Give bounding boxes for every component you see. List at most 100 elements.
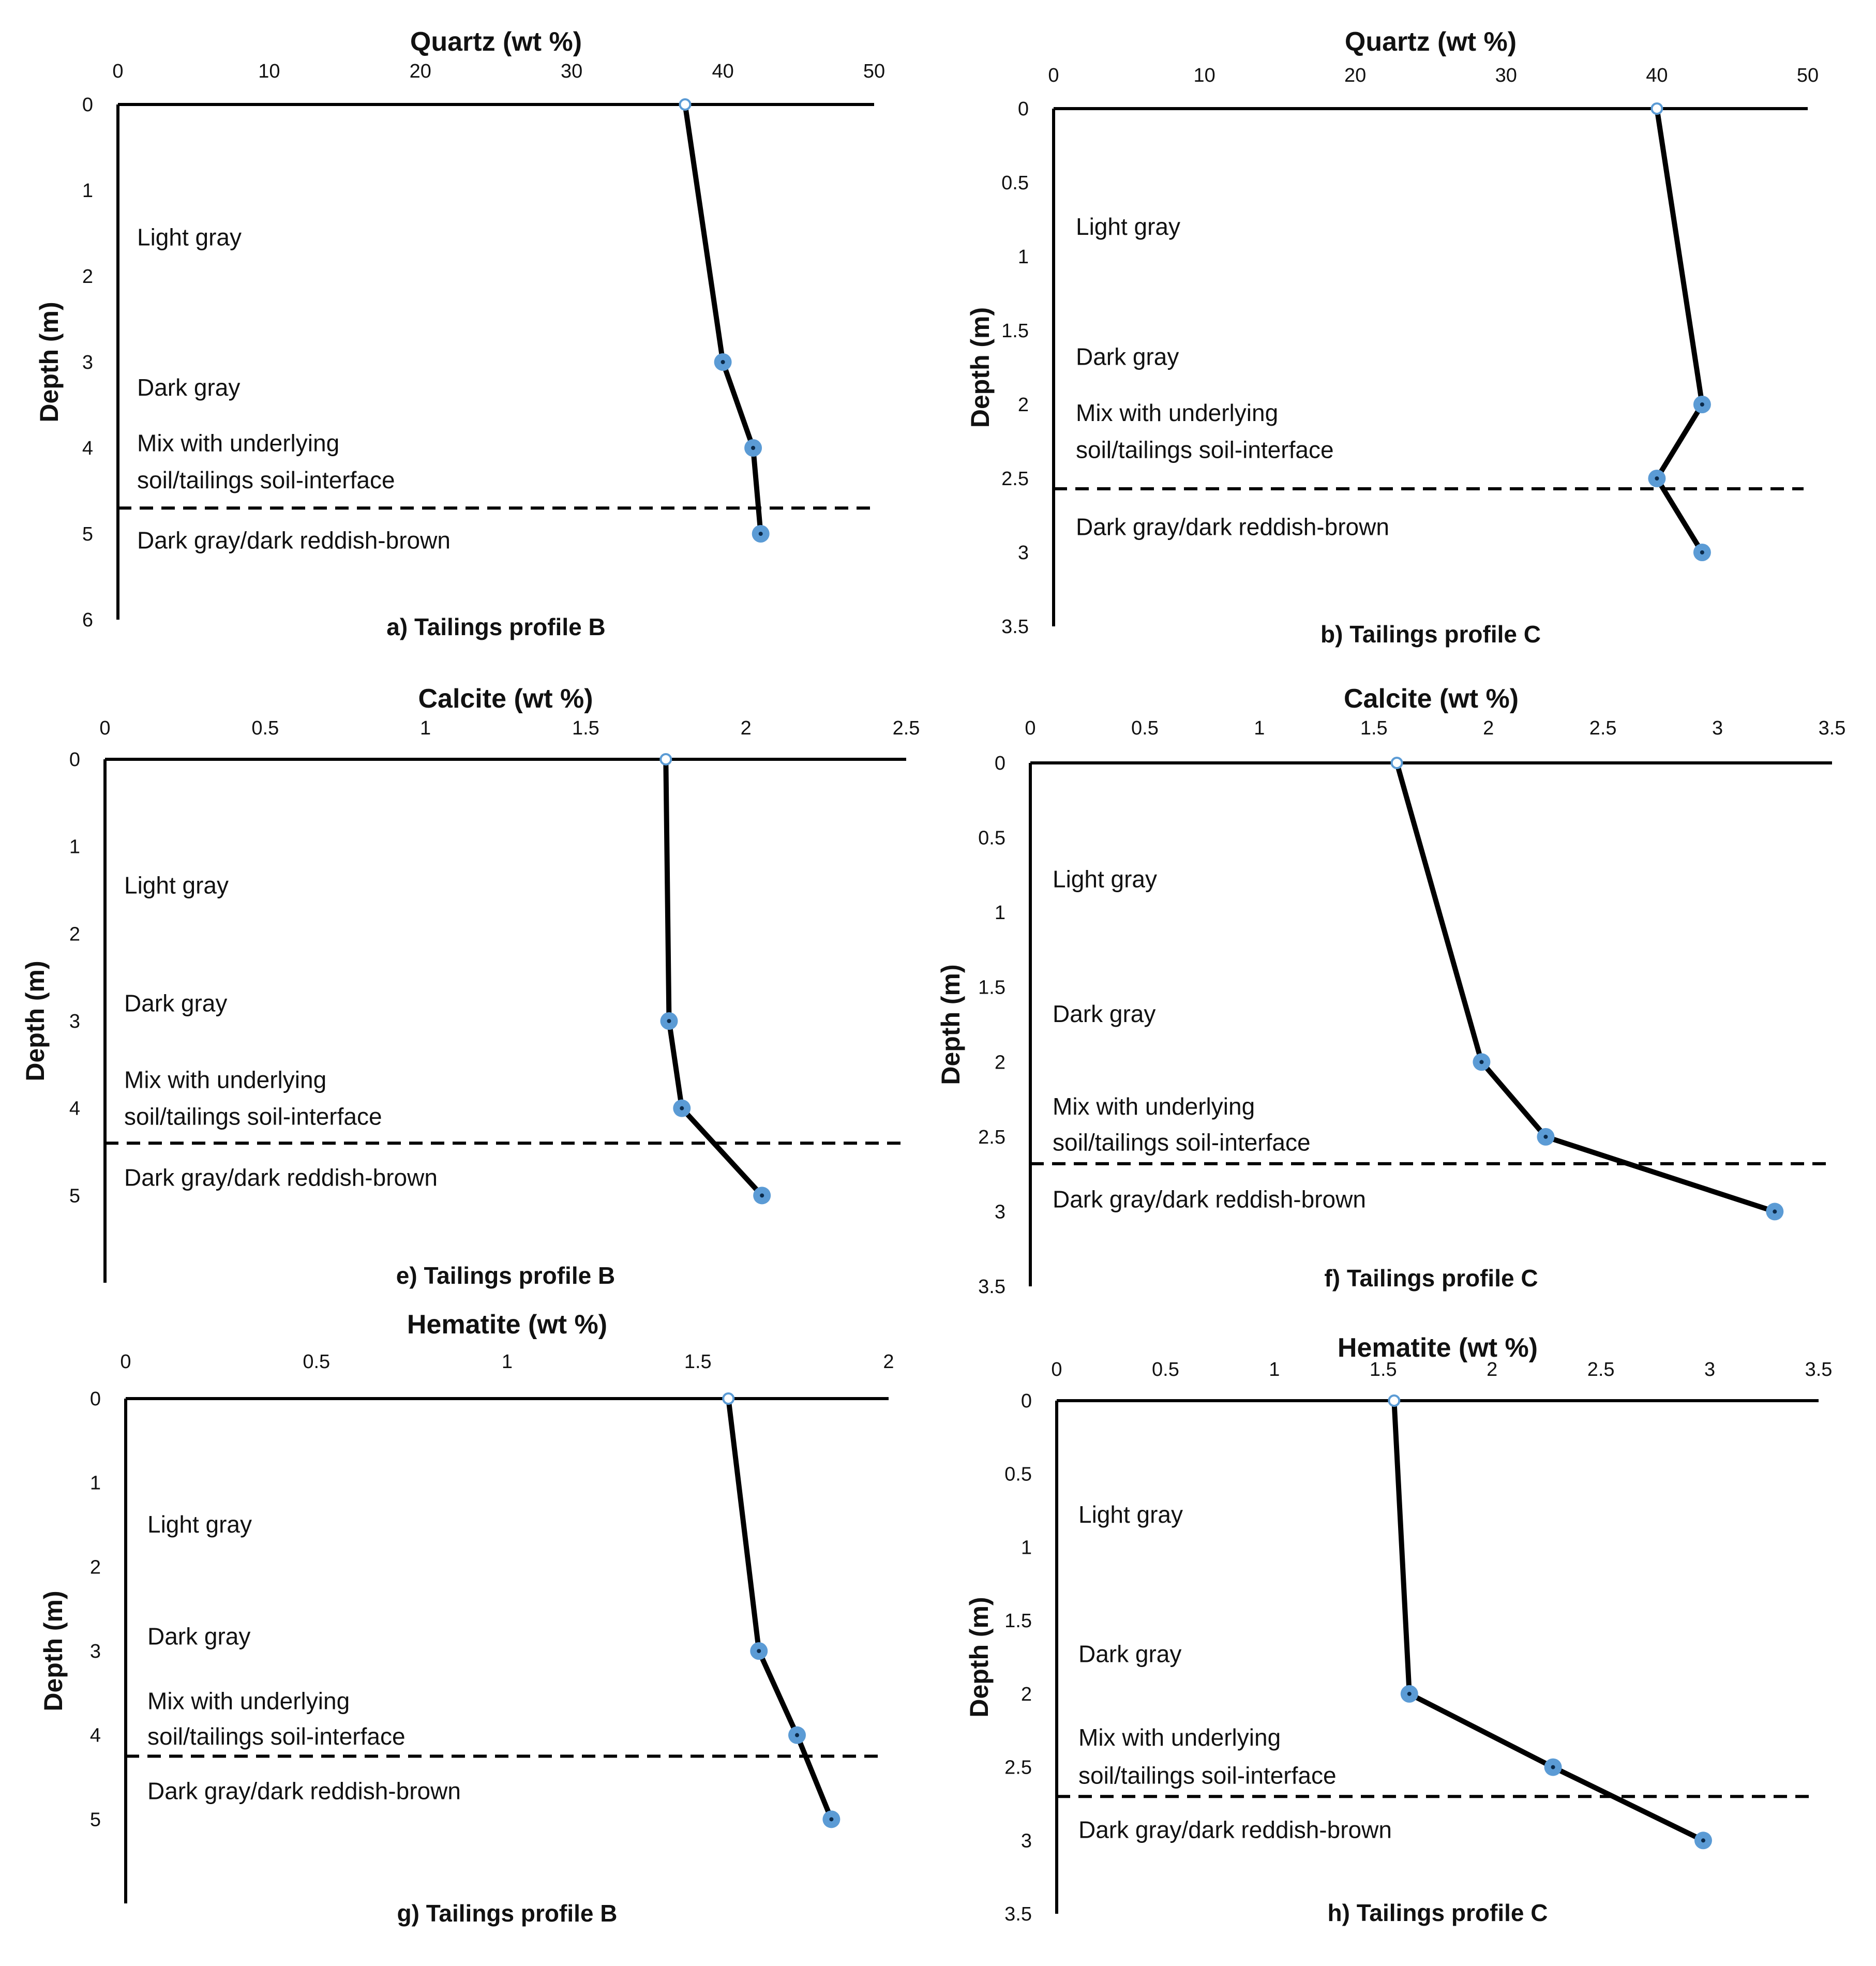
panel-a: Quartz (wt %) 0 10 20 30 40 50 0 1 2 3 4 5 6 Depth (m)… (35, 27, 885, 640)
y-tick-label: 4 (90, 1725, 101, 1747)
zone-label: Dark gray (1076, 343, 1179, 370)
data-point-center (1700, 402, 1704, 407)
zone-label: soil/tailings soil-interface (1076, 437, 1334, 463)
x-tick-label: 50 (1797, 65, 1819, 86)
zone-label: Mix with underlying (1053, 1093, 1255, 1120)
x-tick-label: 40 (712, 61, 733, 82)
zone-label: Dark gray (124, 989, 227, 1016)
y-tick-label: 3 (90, 1641, 101, 1662)
x-tick-label: 0.5 (1131, 717, 1159, 739)
y-axis-label: Depth (m) (39, 1590, 68, 1711)
x-tick-label: 1 (420, 717, 431, 739)
zone-label: Dark gray/dark reddish-brown (137, 527, 451, 553)
x-tick-label: 1.5 (684, 1351, 712, 1373)
zone-label: Dark gray/dark reddish-brown (124, 1164, 438, 1191)
y-tick-label: 4 (69, 1098, 80, 1120)
data-point-center (680, 1106, 684, 1110)
zone-label: Dark gray (147, 1623, 250, 1649)
x-tick-label: 1.5 (572, 717, 599, 739)
data-point (1650, 102, 1663, 115)
panel-f: Calcite (wt %) 0 0.5 1 1.5 2 2.5 3 3.5 0 0.5 1 1.5 2 2… (936, 684, 1845, 1298)
x-tick-label: 0 (99, 717, 110, 739)
y-axis-label: Depth (m) (21, 961, 50, 1081)
y-axis-label: Depth (m) (35, 302, 64, 422)
y-tick-label: 0 (82, 94, 93, 116)
zone-label: Dark gray/dark reddish-brown (1053, 1185, 1366, 1212)
y-tick-label: 1 (69, 836, 80, 858)
panel-b: Quartz (wt %) 0 10 20 30 40 50 0 0.5 1 1.5 2 2.5 3 3.5… (966, 27, 1819, 648)
x-tick-label: 30 (1495, 65, 1517, 86)
x-tick-label: 0 (120, 1351, 131, 1373)
data-point-center (1407, 1691, 1412, 1696)
x-tick-label: 30 (561, 61, 582, 82)
zone-label: Mix with underlying (1078, 1724, 1281, 1751)
series-line (682, 102, 763, 536)
data-point-center (1701, 1838, 1705, 1843)
chart-title: Hematite (wt %) (1338, 1333, 1538, 1363)
x-tick-label: 0 (1025, 717, 1035, 739)
data-point-center (1543, 1134, 1548, 1139)
y-tick-label: 1 (1021, 1537, 1032, 1558)
x-tick-label: 2.5 (893, 717, 920, 739)
x-tick-label: 2 (1487, 1359, 1497, 1380)
data-point-center (721, 360, 725, 364)
y-tick-label: 1 (90, 1473, 101, 1494)
y-tick-label: 3 (1021, 1830, 1032, 1852)
data-point (1390, 757, 1403, 769)
panel-g: Hematite (wt %) 0 0.5 1 1.5 2 0 1 2 3 4 5 Depth (m) L… (39, 1310, 894, 1927)
chart-title: Calcite (wt %) (418, 684, 593, 714)
data-point (1388, 1394, 1401, 1407)
x-tick-label: 2.5 (1587, 1359, 1615, 1380)
panel-e: Calcite (wt %) 0 0.5 1 1.5 2 2.5 0 1 2 3 4 5 Depth (m… (21, 684, 920, 1289)
y-tick-label: 3.5 (1001, 616, 1029, 638)
y-tick-label: 0.5 (1001, 172, 1029, 194)
series-line (726, 1396, 834, 1822)
y-tick-label: 2 (1021, 1684, 1032, 1705)
y-tick-label: 2 (90, 1556, 101, 1578)
y-tick-label: 0 (1018, 98, 1029, 120)
x-tick-label: 2 (883, 1351, 894, 1373)
series-line (1394, 760, 1778, 1214)
zone-label: Mix with underlying (137, 430, 339, 457)
zone-label: Light gray (147, 1511, 252, 1538)
chart-title: Calcite (wt %) (1344, 684, 1519, 714)
y-axis-label: Depth (m) (966, 307, 995, 428)
x-tick-label: 0 (1048, 65, 1059, 86)
panel-caption: f) Tailings profile C (1324, 1265, 1538, 1292)
data-point-center (1655, 476, 1659, 481)
y-tick-label: 3 (82, 352, 93, 373)
x-tick-label: 1.5 (1360, 717, 1388, 739)
y-tick-label: 3 (69, 1011, 80, 1032)
y-tick-label: 3.5 (1004, 1903, 1032, 1925)
y-tick-label: 5 (69, 1185, 80, 1207)
x-tick-label: 3.5 (1819, 717, 1846, 739)
data-point-center (1773, 1209, 1777, 1214)
x-tick-label: 3 (1704, 1359, 1715, 1380)
data-point-center (757, 1649, 761, 1653)
x-tick-label: 0 (112, 61, 123, 82)
zone-label: soil/tailings soil-interface (137, 467, 395, 493)
zone-label: Mix with underlying (1076, 399, 1278, 426)
y-tick-label: 1 (995, 902, 1005, 924)
series-line (1391, 1398, 1706, 1843)
data-point (679, 98, 692, 111)
x-tick-label: 10 (1193, 65, 1215, 86)
zone-label: soil/tailings soil-interface (1078, 1762, 1337, 1789)
x-tick-label: 0.5 (251, 717, 279, 739)
x-tick-label: 20 (410, 61, 431, 82)
y-axis-label: Depth (m) (965, 1597, 994, 1717)
zone-label: Mix with underlying (124, 1067, 326, 1093)
y-tick-label: 1.5 (1004, 1610, 1032, 1632)
zone-label: Light gray (137, 223, 242, 250)
x-tick-label: 0.5 (1152, 1359, 1179, 1380)
panel-caption: b) Tailings profile C (1320, 621, 1541, 648)
y-tick-label: 3.5 (978, 1276, 1005, 1298)
data-point-center (760, 1193, 764, 1198)
panel-caption: a) Tailings profile B (386, 613, 605, 640)
data-point-center (667, 1019, 671, 1023)
y-tick-label: 0.5 (1004, 1464, 1032, 1485)
zone-label: soil/tailings soil-interface (1053, 1129, 1311, 1155)
zone-label: Light gray (1076, 213, 1180, 240)
x-tick-label: 40 (1646, 65, 1668, 86)
zone-label: Dark gray/dark reddish-brown (1078, 1816, 1392, 1843)
